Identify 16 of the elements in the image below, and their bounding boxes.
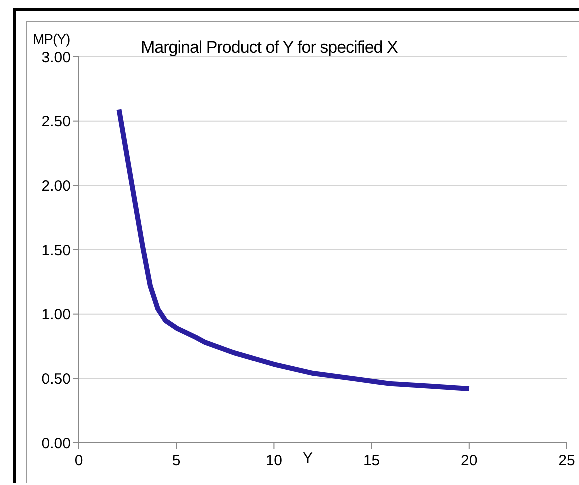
y-tick-label: 0.50 bbox=[42, 370, 71, 388]
x-axis-title: Y bbox=[303, 450, 314, 467]
x-tick-label: 5 bbox=[172, 452, 181, 470]
x-tick-label: 20 bbox=[461, 452, 478, 470]
chart-title: Marginal Product of Y for specified X bbox=[141, 38, 398, 58]
y-tick-label: 3.00 bbox=[42, 49, 71, 66]
y-axis-title: MP(Y) bbox=[33, 31, 70, 47]
y-tick-label: 0.00 bbox=[42, 435, 71, 452]
y-tick-label: 1.50 bbox=[42, 242, 71, 260]
x-tick-label: 25 bbox=[558, 452, 576, 470]
y-tick-label: 2.50 bbox=[42, 114, 71, 131]
x-tick-label: 15 bbox=[363, 452, 380, 470]
x-tick-label: 10 bbox=[266, 452, 283, 470]
y-tick-label: 1.00 bbox=[42, 306, 71, 324]
x-tick-label: 0 bbox=[74, 452, 84, 470]
y-tick-label: 2.00 bbox=[42, 178, 71, 195]
